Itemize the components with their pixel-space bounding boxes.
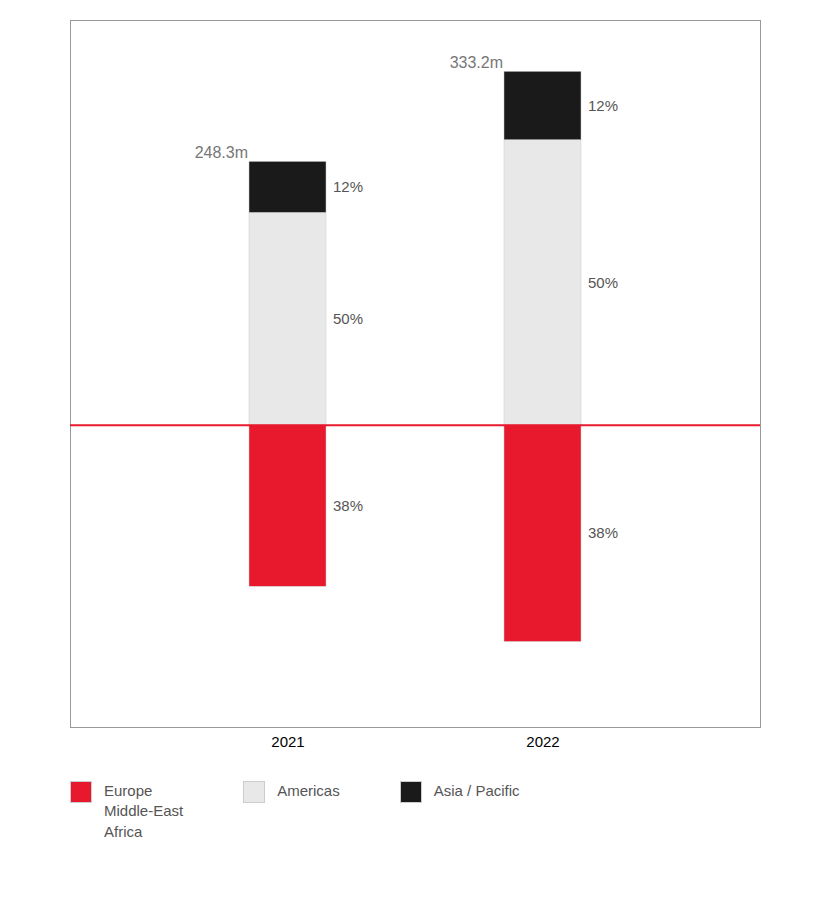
svg-text:2022: 2022 (526, 733, 559, 750)
html-text:Europe Middle-East Africa: Europe Middle-East Africa (104, 782, 184, 840)
svg-text:12%: 12% (588, 97, 618, 114)
svg-text:333.2m: 333.2m (450, 54, 503, 71)
svg-text:2021: 2021 (271, 733, 304, 750)
svg-text:38%: 38% (588, 524, 618, 541)
svg-text:12%: 12% (333, 178, 363, 195)
html-text:Asia / Pacific: Asia / Pacific (433, 782, 520, 799)
svg-text:248.3m: 248.3m (195, 144, 248, 161)
html-text:Americas: Americas (277, 782, 340, 799)
svg-text:50%: 50% (588, 274, 618, 291)
svg-text:38%: 38% (333, 497, 363, 514)
svg-text:50%: 50% (333, 310, 363, 327)
